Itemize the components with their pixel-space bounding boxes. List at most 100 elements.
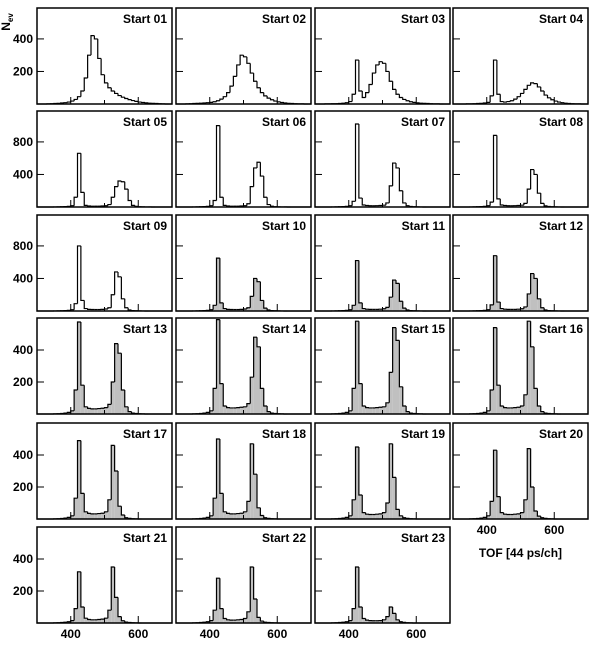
histogram-step [385, 402, 390, 407]
histogram-step [361, 607, 366, 620]
histogram-step [215, 319, 220, 389]
histogram-step [543, 90, 548, 96]
histogram-step [212, 101, 217, 103]
histogram-step [73, 608, 78, 621]
histogram-step [83, 300, 88, 310]
panel-title: Start 04 [539, 12, 583, 26]
histogram-step [117, 343, 122, 354]
histogram-step [103, 407, 108, 409]
histogram-bar [128, 411, 132, 414]
histogram-step [503, 308, 507, 310]
histogram-step [395, 327, 400, 341]
histogram-bar [77, 440, 81, 519]
histogram-bar [253, 474, 257, 519]
histogram-bar [355, 321, 359, 414]
histogram-step [124, 298, 129, 309]
histogram-bar [517, 513, 521, 519]
histogram-step [97, 38, 102, 60]
histogram-bar [355, 260, 359, 311]
histogram-bar [223, 406, 227, 414]
histogram-step [526, 293, 531, 307]
histogram-bar [352, 388, 356, 414]
histogram-step [385, 306, 390, 309]
histogram-step [205, 516, 210, 519]
histogram-bar [263, 308, 268, 311]
histogram-step [398, 167, 403, 192]
histogram-bar [513, 514, 518, 519]
histogram-step [249, 443, 254, 502]
panel-title: Start 10 [262, 219, 306, 233]
panel-title: Start 12 [539, 219, 583, 233]
histogram-step [543, 411, 548, 414]
histogram-bar [263, 406, 268, 414]
panel-title: Start 22 [262, 531, 306, 545]
histogram-step [130, 200, 135, 206]
histogram-bar [513, 309, 518, 311]
histogram-step [212, 497, 217, 516]
histogram-step [117, 93, 122, 97]
histogram-bar [362, 308, 366, 311]
histogram-step [236, 64, 241, 77]
histogram-step [117, 271, 122, 278]
histogram-step [496, 255, 501, 303]
histogram-step [76, 96, 81, 100]
histogram-bar [496, 496, 501, 519]
histogram-step [266, 95, 271, 99]
histogram-step [398, 283, 403, 302]
histogram-step [222, 383, 227, 407]
histogram-bar [382, 308, 386, 311]
histogram-step [354, 446, 359, 500]
histogram-step [533, 169, 538, 176]
histogram-bar [118, 506, 122, 519]
histogram-step [395, 477, 400, 510]
histogram-step [110, 381, 115, 405]
histogram-step [76, 321, 81, 390]
histogram-bar [530, 346, 534, 414]
histogram-step [253, 336, 257, 378]
histogram-step [120, 506, 125, 516]
histogram-step [388, 185, 393, 203]
histogram-bar [80, 493, 85, 519]
histogram-step [134, 205, 139, 207]
histogram-step [266, 197, 271, 206]
histogram-step [405, 406, 410, 413]
histogram-bar [91, 619, 95, 623]
panel-title: Start 03 [401, 12, 445, 26]
histogram-step [354, 123, 359, 202]
histogram-step [76, 245, 81, 304]
histogram-step [222, 96, 227, 100]
histogram-bar [507, 407, 511, 414]
histogram-step [351, 93, 356, 102]
histogram-step [408, 100, 413, 103]
histogram-step [530, 168, 534, 190]
histogram-step [219, 258, 224, 304]
histogram-bar [369, 309, 373, 311]
histogram-bar [365, 514, 369, 519]
histogram-step [215, 100, 220, 102]
histogram-step [492, 449, 497, 502]
histogram-step [205, 411, 210, 414]
histogram-step [114, 445, 118, 472]
histogram-bar [527, 448, 531, 519]
histogram-bar [257, 346, 261, 414]
histogram-bar [503, 309, 507, 311]
histogram-step [482, 411, 487, 414]
histogram-step [87, 511, 91, 514]
histogram-step [242, 55, 247, 58]
histogram-step [80, 90, 85, 97]
histogram-step [117, 180, 122, 187]
histogram-bar [70, 620, 75, 623]
histogram-bar [399, 515, 403, 519]
histogram-bar [382, 406, 386, 414]
histogram-step [492, 134, 497, 203]
histogram-bar [80, 607, 85, 623]
histogram-step [110, 566, 115, 611]
panel-title: Start 08 [539, 115, 583, 129]
histogram-step [503, 406, 507, 409]
histogram-bar [352, 305, 356, 311]
histogram-bar [389, 372, 393, 414]
histogram-bar [246, 307, 251, 311]
histogram-bar [523, 306, 528, 311]
histogram-step [486, 101, 491, 104]
histogram-bar [226, 513, 230, 519]
